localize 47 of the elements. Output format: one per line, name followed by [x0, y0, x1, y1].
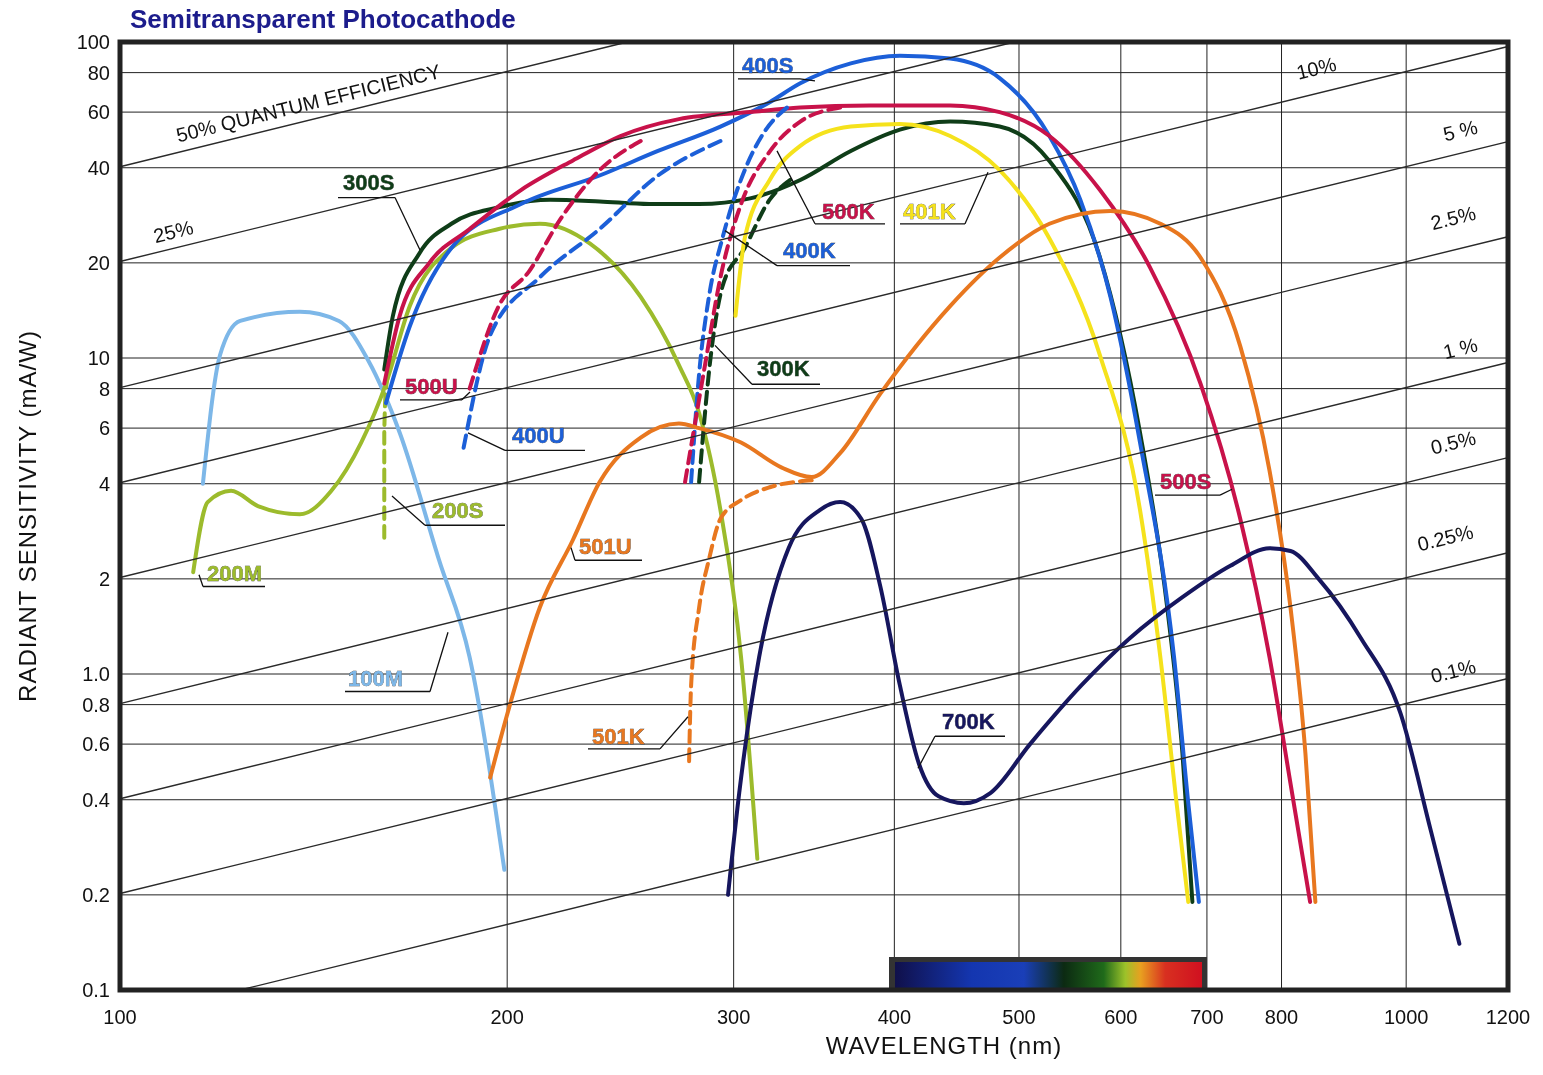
text: 200S	[432, 498, 484, 524]
y-tick-label: 60	[87, 101, 110, 124]
y-axis-title: RADIANT SENSITIVITY (mA/W)	[14, 330, 41, 702]
text: 0.25%	[1415, 520, 1476, 556]
x-tick-label: 200	[490, 1006, 524, 1028]
x-tick-label: 600	[1104, 1006, 1138, 1028]
y-tick-label: 0.1	[82, 979, 110, 1001]
text: 400K	[783, 237, 836, 263]
y-tick-label: 2	[98, 567, 110, 590]
x-tick-label: 300	[716, 1006, 751, 1028]
x-tick-label: 500	[1002, 1006, 1036, 1028]
y-tick-label: 20	[87, 251, 110, 274]
y-tick-label: 40	[87, 156, 110, 179]
text: 300K	[757, 356, 810, 382]
y-tick-label: 8	[98, 377, 110, 400]
text: 401K	[903, 198, 956, 224]
x-tick-label: 400	[877, 1006, 912, 1028]
y-tick-label: 0.2	[82, 883, 110, 906]
text: 25%	[151, 216, 196, 248]
y-tick-label: 10	[87, 347, 110, 369]
y-tick-label: 0.8	[82, 693, 110, 716]
text: 2.5%	[1428, 201, 1479, 235]
text: 501K	[592, 724, 645, 750]
y-tick-label: 6	[98, 417, 110, 440]
y-tick-label: 0.6	[82, 733, 110, 756]
text: 0.1%	[1428, 654, 1479, 688]
text: 1 %	[1440, 333, 1480, 364]
y-tick-label: 0.4	[82, 788, 110, 811]
x-axis-title: WAVELENGTH (nm)	[825, 1032, 1063, 1059]
series-label: 501U	[579, 534, 632, 560]
x-tick-label: 800	[1264, 1006, 1299, 1028]
series-label: 700K	[942, 709, 995, 735]
x-tick-label: 1200	[1485, 1006, 1531, 1028]
y-tick-label: 1.0	[82, 663, 110, 685]
text: 0.5%	[1428, 426, 1479, 459]
text: 300S	[343, 169, 395, 195]
y-tick-label: 4	[98, 472, 110, 495]
series-label: 400U	[512, 422, 565, 448]
x-tick-label: 1000	[1383, 1006, 1429, 1028]
x-tick-label: 700	[1190, 1006, 1224, 1028]
text: 10%	[1294, 52, 1339, 84]
line-series	[382, 356, 395, 540]
y-tick-label: 100	[76, 31, 110, 53]
series-label: 400S	[742, 53, 794, 79]
chart-title: Semitransparent Photocathode	[130, 4, 516, 34]
text: 5 %	[1440, 115, 1480, 146]
y-tick-label: 80	[87, 61, 110, 84]
